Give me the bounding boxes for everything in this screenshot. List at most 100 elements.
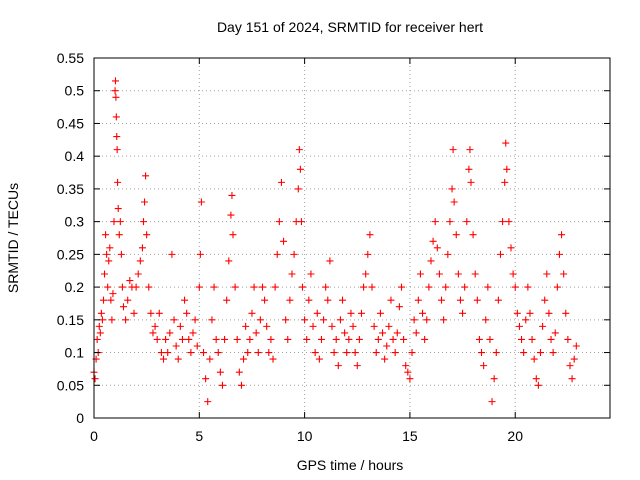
data-point (119, 303, 127, 311)
data-point (233, 335, 241, 343)
chart-title: Day 151 of 2024, SRMTID for receiver her… (217, 19, 483, 35)
y-tick-label: 0.2 (65, 279, 85, 295)
data-point (547, 335, 555, 343)
y-axis-tick-labels: 0 0.05 0.1 0.15 0.2 0.25 0.3 0.35 0.4 0.45 0.5 0.55 (57, 50, 84, 426)
data-point (345, 335, 353, 343)
data-point (206, 355, 214, 363)
data-point (214, 349, 222, 357)
data-point (490, 375, 498, 383)
data-point (218, 381, 226, 389)
data-point (110, 218, 118, 226)
data-point (416, 270, 424, 278)
y-tick-label: 0.35 (57, 181, 84, 197)
data-point (473, 296, 481, 304)
x-tick-label: 15 (402, 428, 418, 444)
data-point (132, 283, 140, 291)
y-tick-label: 0.1 (65, 345, 85, 361)
data-point (114, 178, 122, 186)
data-point (454, 270, 462, 278)
data-point (228, 191, 236, 199)
data-point (566, 362, 574, 370)
grid-lines (94, 58, 610, 418)
data-point (461, 283, 469, 291)
data-point (478, 349, 486, 357)
data-point (295, 146, 303, 154)
data-point (181, 296, 189, 304)
data-point (357, 309, 365, 317)
data-point (227, 211, 235, 219)
data-point (275, 218, 283, 226)
data-point (562, 309, 570, 317)
data-point (242, 322, 250, 330)
data-point (459, 309, 467, 317)
data-point (572, 342, 580, 350)
data-point (406, 375, 414, 383)
data-point (522, 316, 530, 324)
data-point (134, 270, 142, 278)
data-point (539, 322, 547, 330)
data-point (185, 335, 193, 343)
data-point (381, 355, 389, 363)
data-point (494, 296, 502, 304)
data-point (96, 329, 104, 337)
y-tick-label: 0.05 (57, 377, 84, 393)
data-point (208, 316, 216, 324)
data-point (273, 250, 281, 258)
data-point (178, 335, 186, 343)
data-point (326, 257, 334, 265)
data-point (196, 250, 204, 258)
data-point (332, 335, 340, 343)
data-point (351, 349, 359, 357)
data-point (362, 270, 370, 278)
data-point (370, 322, 378, 330)
data-point (343, 349, 351, 357)
data-point (440, 316, 448, 324)
data-point (104, 283, 112, 291)
data-point (223, 296, 231, 304)
data-point (421, 335, 429, 343)
data-point (492, 349, 500, 357)
data-point (252, 329, 260, 337)
data-point (112, 93, 120, 101)
data-point (155, 309, 163, 317)
data-point (164, 349, 172, 357)
x-tick-label: 0 (90, 428, 98, 444)
data-point (311, 349, 319, 357)
data-point (160, 355, 168, 363)
data-point (515, 322, 523, 330)
data-point (99, 296, 107, 304)
data-point (172, 342, 180, 350)
data-point (570, 355, 578, 363)
data-point (248, 309, 256, 317)
data-point (404, 368, 412, 376)
data-point (320, 316, 328, 324)
data-point (235, 368, 243, 376)
data-point (280, 237, 288, 245)
data-point (195, 283, 203, 291)
y-tick-label: 0.25 (57, 246, 84, 262)
data-point (170, 316, 178, 324)
data-point (526, 309, 534, 317)
x-tick-label: 20 (507, 428, 523, 444)
data-point (197, 198, 205, 206)
data-point (414, 296, 422, 304)
data-point (105, 257, 113, 265)
data-point (532, 375, 540, 383)
data-point (438, 296, 446, 304)
data-point (246, 335, 254, 343)
data-point (111, 87, 119, 95)
data-point (204, 398, 212, 406)
data-point (149, 329, 157, 337)
data-point (379, 329, 387, 337)
y-axis-label: SRMTID / TECUs (5, 183, 21, 293)
data-point (176, 322, 184, 330)
data-point (564, 335, 572, 343)
data-point (210, 283, 218, 291)
data-point (469, 231, 477, 239)
data-point (408, 349, 416, 357)
data-point (456, 296, 464, 304)
data-point (91, 375, 99, 383)
data-point (484, 283, 492, 291)
data-point (200, 349, 208, 357)
